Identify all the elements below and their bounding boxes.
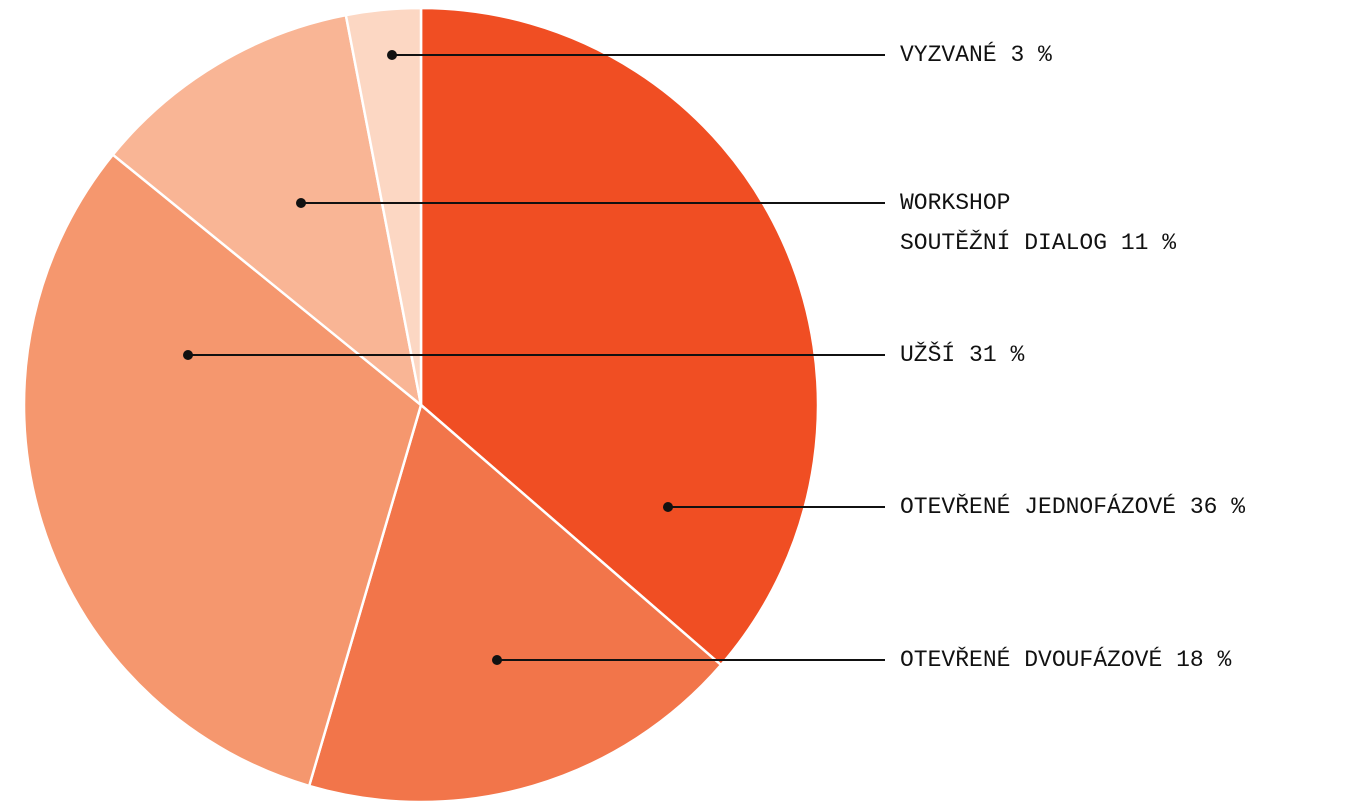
slice-label: UŽŠÍ 31 % bbox=[900, 340, 1024, 368]
pie-slice bbox=[344, 6, 423, 406]
leader-dot bbox=[492, 655, 502, 665]
value-label: 11 % bbox=[1121, 230, 1176, 256]
leader-dot bbox=[387, 50, 397, 60]
slice-label: OTEVŘENÉ JEDNOFÁZOVÉ 36 % bbox=[900, 493, 1245, 520]
pie-slice bbox=[419, 6, 820, 667]
slice-label: OTEVŘENÉ DVOUFÁZOVÉ 18 % bbox=[900, 646, 1231, 673]
pie-slice bbox=[111, 13, 423, 409]
label-line: OTEVŘENÉ DVOUFÁZOVÉ bbox=[900, 646, 1162, 673]
label-line: WORKSHOP bbox=[900, 190, 1010, 216]
pie-slice bbox=[307, 402, 723, 802]
leader-dot bbox=[296, 198, 306, 208]
value-label: 18 % bbox=[1176, 647, 1231, 673]
label-line: SOUTĚŽNÍ DIALOG bbox=[900, 229, 1107, 256]
label-line: OTEVŘENÉ JEDNOFÁZOVÉ bbox=[900, 493, 1176, 520]
leader-dot bbox=[183, 350, 193, 360]
label-line: UŽŠÍ bbox=[900, 340, 955, 368]
slice-label: VYZVANÉ 3 % bbox=[900, 41, 1052, 68]
leader-dot bbox=[663, 502, 673, 512]
label-line: VYZVANÉ bbox=[900, 41, 997, 68]
value-label: 3 % bbox=[1010, 42, 1052, 68]
value-label: 36 % bbox=[1190, 494, 1245, 520]
value-label: 31 % bbox=[969, 342, 1024, 368]
slice-label: WORKSHOP SOUTĚŽNÍ DIALOG 11 % bbox=[900, 190, 1176, 256]
pie-slice bbox=[22, 152, 423, 788]
